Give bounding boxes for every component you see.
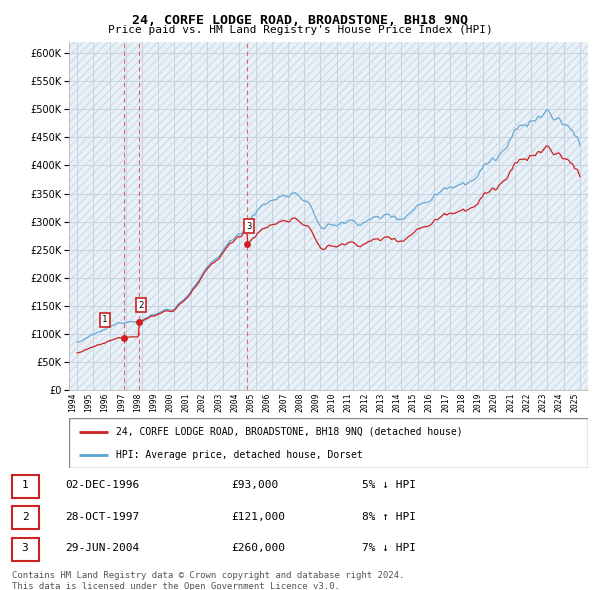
FancyBboxPatch shape bbox=[12, 506, 38, 529]
Text: 2019: 2019 bbox=[473, 393, 482, 412]
Text: 1994: 1994 bbox=[68, 393, 77, 412]
Text: 1: 1 bbox=[22, 480, 28, 490]
Text: 1999: 1999 bbox=[149, 393, 158, 412]
Text: 2011: 2011 bbox=[344, 393, 353, 412]
Text: 2000: 2000 bbox=[166, 393, 175, 412]
Text: £93,000: £93,000 bbox=[232, 480, 279, 490]
Text: 2004: 2004 bbox=[230, 393, 239, 412]
Text: 1998: 1998 bbox=[133, 393, 142, 412]
Text: 2021: 2021 bbox=[506, 393, 515, 412]
Text: 24, CORFE LODGE ROAD, BROADSTONE, BH18 9NQ (detached house): 24, CORFE LODGE ROAD, BROADSTONE, BH18 9… bbox=[116, 427, 463, 437]
Text: 2024: 2024 bbox=[554, 393, 563, 412]
Text: 2013: 2013 bbox=[376, 393, 385, 412]
Text: 28-OCT-1997: 28-OCT-1997 bbox=[65, 512, 140, 522]
Text: 2025: 2025 bbox=[571, 393, 580, 412]
Text: 2012: 2012 bbox=[360, 393, 369, 412]
Text: 1995: 1995 bbox=[85, 393, 94, 412]
Text: 1: 1 bbox=[103, 315, 107, 324]
Text: 2017: 2017 bbox=[441, 393, 450, 412]
FancyBboxPatch shape bbox=[12, 537, 38, 560]
Text: £121,000: £121,000 bbox=[232, 512, 286, 522]
Text: 3: 3 bbox=[246, 222, 251, 231]
Text: £260,000: £260,000 bbox=[232, 543, 286, 553]
Text: 2005: 2005 bbox=[247, 393, 256, 412]
Text: 2014: 2014 bbox=[392, 393, 401, 412]
FancyBboxPatch shape bbox=[12, 474, 38, 497]
Text: Contains HM Land Registry data © Crown copyright and database right 2024.
This d: Contains HM Land Registry data © Crown c… bbox=[12, 571, 404, 590]
Text: 2007: 2007 bbox=[279, 393, 288, 412]
Text: 2008: 2008 bbox=[295, 393, 304, 412]
Text: 2003: 2003 bbox=[214, 393, 223, 412]
Text: 2018: 2018 bbox=[457, 393, 466, 412]
Text: 2010: 2010 bbox=[328, 393, 337, 412]
Text: 2002: 2002 bbox=[198, 393, 207, 412]
Text: 5% ↓ HPI: 5% ↓ HPI bbox=[362, 480, 416, 490]
Text: 8% ↑ HPI: 8% ↑ HPI bbox=[362, 512, 416, 522]
Text: 2016: 2016 bbox=[425, 393, 434, 412]
FancyBboxPatch shape bbox=[69, 418, 588, 468]
Text: 24, CORFE LODGE ROAD, BROADSTONE, BH18 9NQ: 24, CORFE LODGE ROAD, BROADSTONE, BH18 9… bbox=[132, 14, 468, 27]
Text: 7% ↓ HPI: 7% ↓ HPI bbox=[362, 543, 416, 553]
Text: 2015: 2015 bbox=[409, 393, 418, 412]
Text: 1997: 1997 bbox=[117, 393, 126, 412]
Text: 1996: 1996 bbox=[101, 393, 110, 412]
Text: Price paid vs. HM Land Registry's House Price Index (HPI): Price paid vs. HM Land Registry's House … bbox=[107, 25, 493, 35]
Text: 2023: 2023 bbox=[538, 393, 547, 412]
Text: HPI: Average price, detached house, Dorset: HPI: Average price, detached house, Dors… bbox=[116, 450, 362, 460]
Text: 2001: 2001 bbox=[182, 393, 191, 412]
Text: 3: 3 bbox=[22, 543, 28, 553]
Text: 2: 2 bbox=[138, 301, 143, 310]
Text: 2020: 2020 bbox=[490, 393, 499, 412]
Text: 2: 2 bbox=[22, 512, 28, 522]
Text: 29-JUN-2004: 29-JUN-2004 bbox=[65, 543, 140, 553]
Text: 02-DEC-1996: 02-DEC-1996 bbox=[65, 480, 140, 490]
Text: 2006: 2006 bbox=[263, 393, 272, 412]
Text: 2022: 2022 bbox=[522, 393, 531, 412]
Text: 2009: 2009 bbox=[311, 393, 320, 412]
